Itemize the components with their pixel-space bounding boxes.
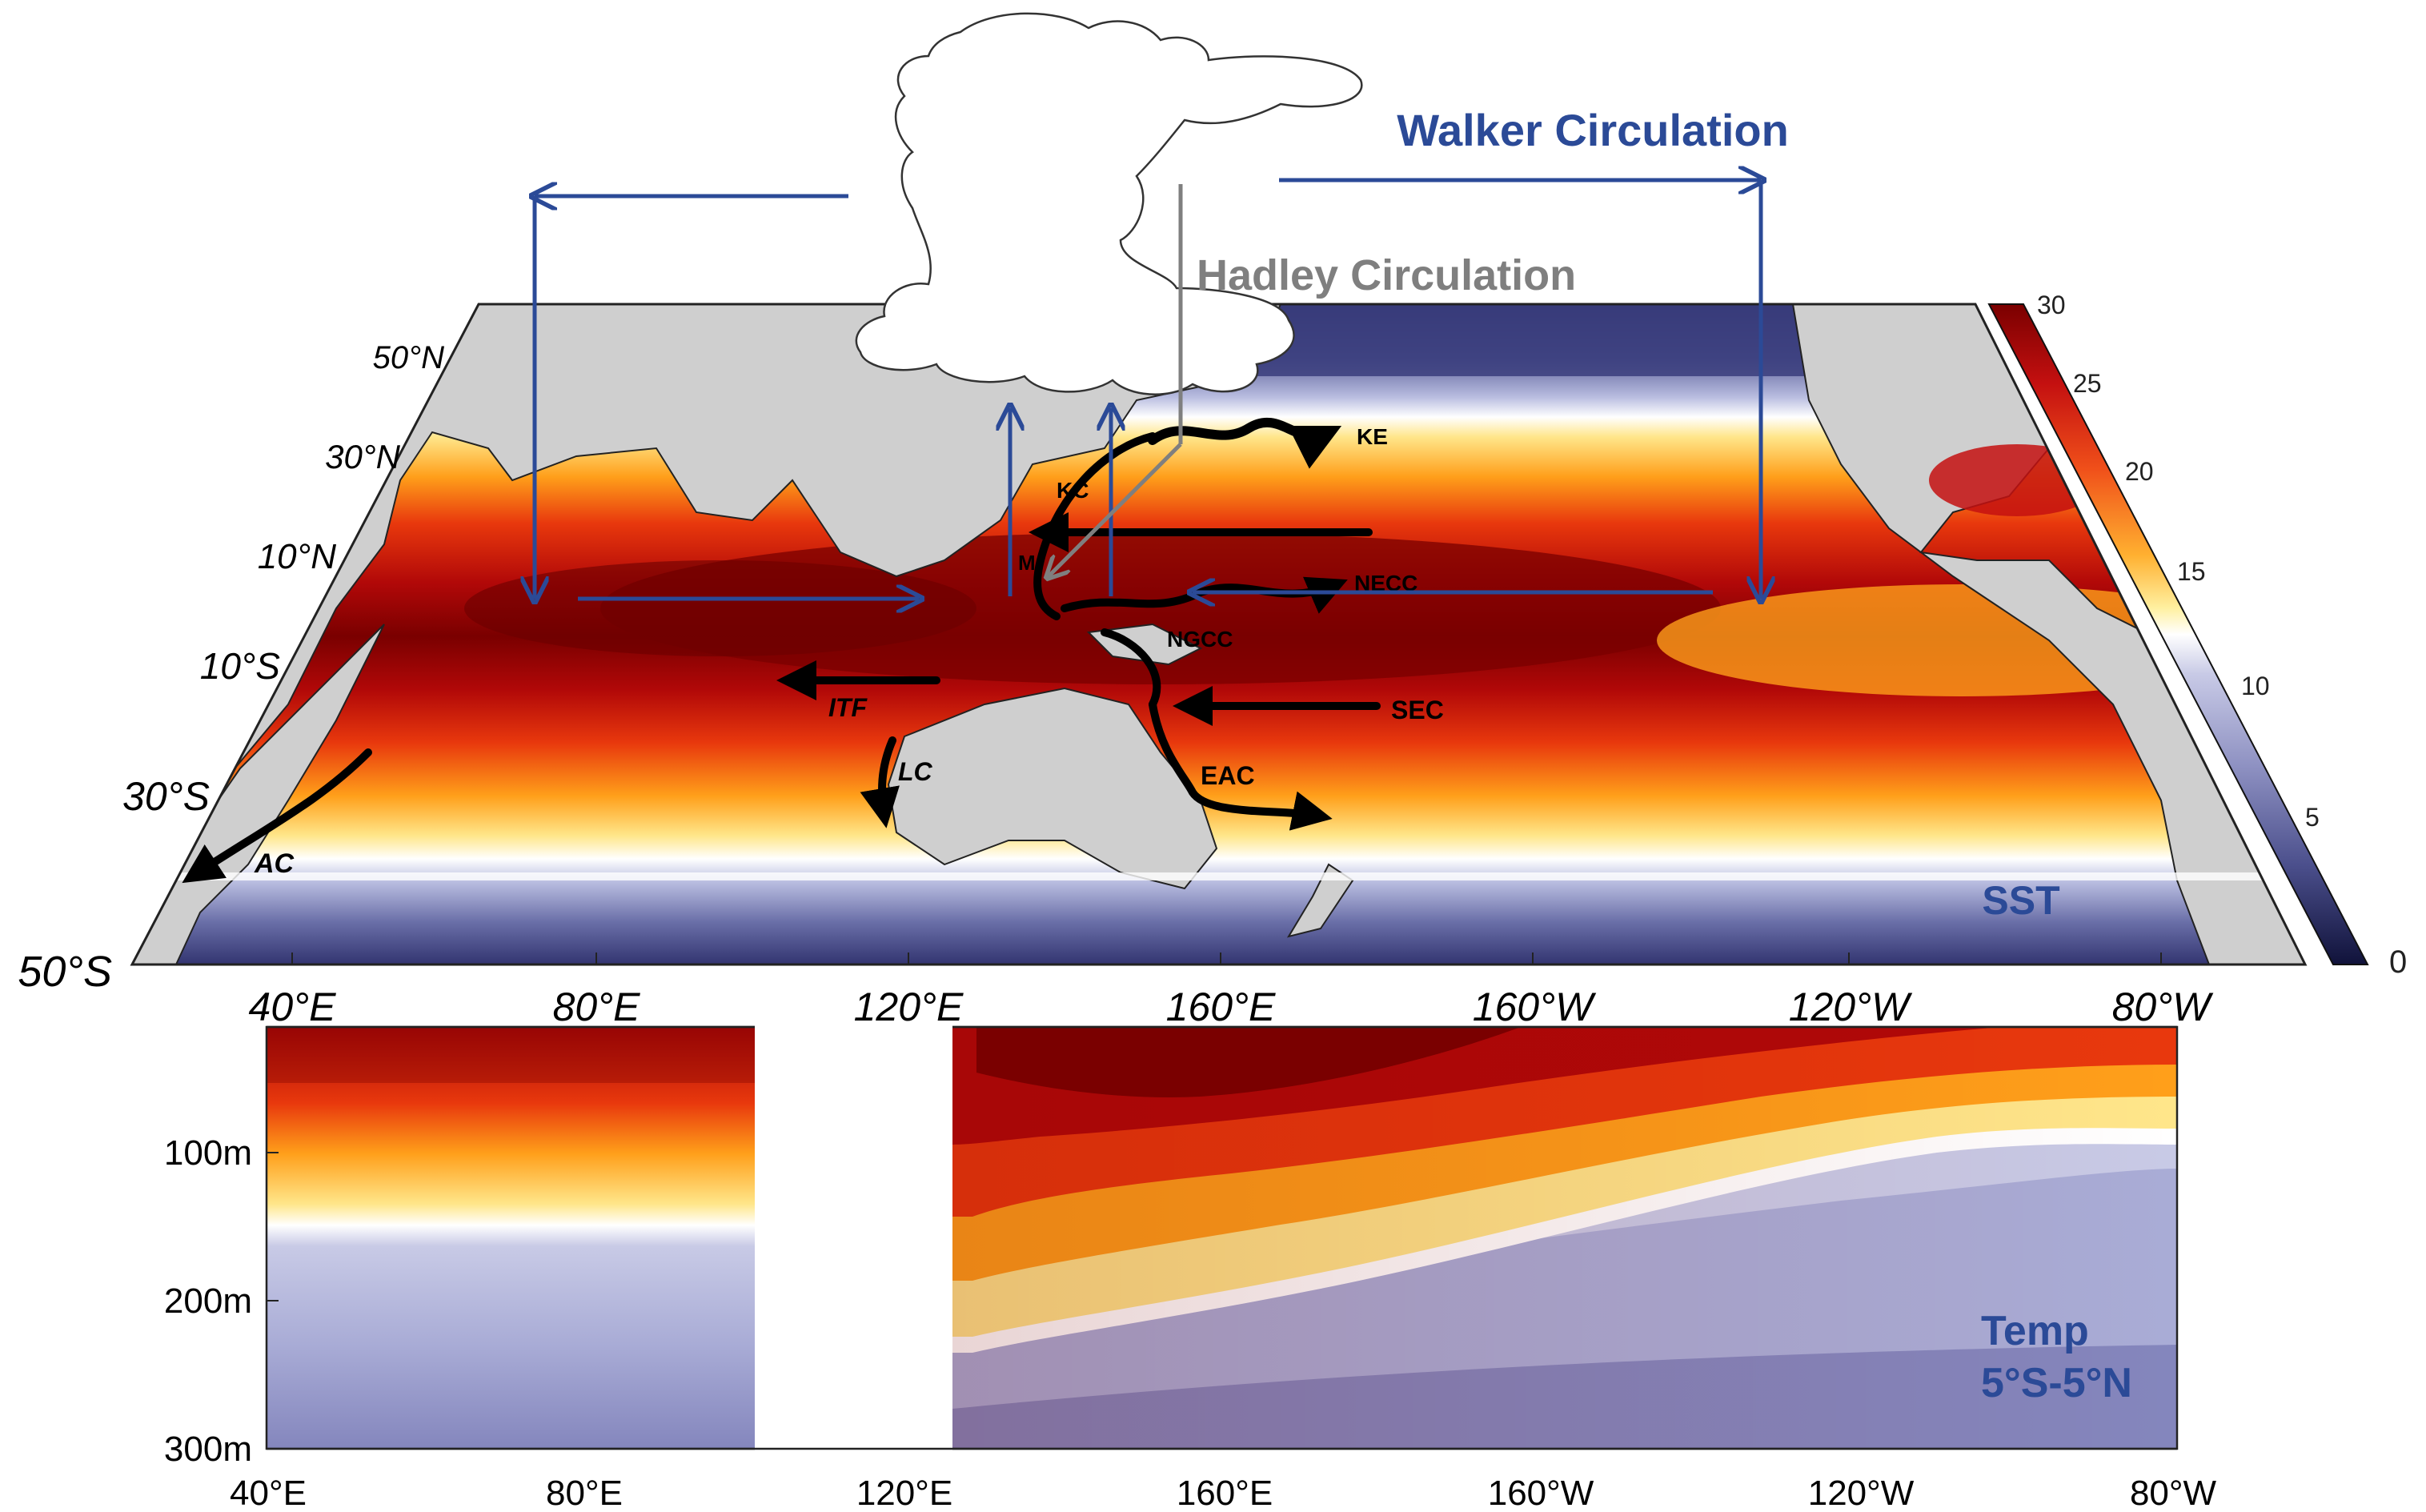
current-ac bbox=[182, 748, 372, 884]
colorbar-tick-30: 30 bbox=[2037, 291, 2066, 319]
map-lon-label-160w: 160°W bbox=[1473, 985, 1597, 1029]
walker-circulation bbox=[535, 180, 1761, 599]
map-lon-label-160e: 160°E bbox=[1166, 985, 1276, 1029]
colorbar-tick-20: 20 bbox=[2125, 457, 2154, 486]
current-label-itf: ITF bbox=[828, 693, 868, 722]
colorbar-tick-25: 25 bbox=[2073, 369, 2102, 398]
sst-map: 50°N 30°N 10°N 10°S 30°S 50°S 40°E 80°E … bbox=[18, 303, 2308, 1029]
current-label-ngcc: NGCC bbox=[1167, 627, 1233, 652]
map-lon-ticks bbox=[291, 953, 2162, 965]
depth-label-100m: 100m bbox=[164, 1133, 252, 1173]
lat-label-50s: 50°S bbox=[18, 948, 112, 996]
section-label-latband: 5°S-5°N bbox=[1981, 1360, 2132, 1406]
lat-label-30n: 30°N bbox=[325, 438, 401, 475]
section-label-temp: Temp bbox=[1981, 1308, 2089, 1354]
current-label-ke: KE bbox=[1357, 424, 1388, 449]
temperature-section: 100m 200m 300m 40°E 80°E 120°E 160°E 160… bbox=[164, 1025, 2217, 1512]
sst-label: SST bbox=[1982, 878, 2059, 923]
current-label-ac: AC bbox=[254, 848, 295, 879]
hadley-circulation-label: Hadley Circulation bbox=[1197, 251, 1576, 299]
convection-cloud-icon bbox=[855, 12, 1363, 395]
indian-warm-pool bbox=[464, 560, 976, 656]
north-pacific-cold bbox=[1249, 304, 1977, 376]
hadley-return-arrow bbox=[1049, 443, 1182, 576]
colorbar: 30 25 20 15 10 5 0 bbox=[1985, 291, 2407, 980]
current-lc bbox=[860, 736, 900, 828]
current-ngcc bbox=[1101, 628, 1161, 708]
current-label-lc: LC bbox=[898, 757, 933, 786]
section-indian-ocean bbox=[267, 1027, 755, 1449]
map-lon-label-120e: 120°E bbox=[854, 985, 964, 1029]
lat-label-10s: 10°S bbox=[200, 645, 281, 687]
map-lon-label-80w: 80°W bbox=[2112, 985, 2215, 1029]
section-land-gap bbox=[755, 1025, 952, 1450]
colorbar-tick-10: 10 bbox=[2241, 672, 2270, 700]
land-australia bbox=[887, 687, 1218, 890]
map-lon-label-120w: 120°W bbox=[1789, 985, 1913, 1029]
lat-label-30s: 30°S bbox=[122, 774, 210, 819]
colorbar-tick-5: 5 bbox=[2305, 803, 2320, 832]
current-label-eac: EAC bbox=[1201, 761, 1255, 790]
map-lon-label-40e: 40°E bbox=[249, 985, 337, 1029]
section-lon-label-120w: 120°W bbox=[1808, 1474, 1915, 1512]
colorbar-tick-0: 0 bbox=[2389, 944, 2407, 980]
lat-label-10n: 10°N bbox=[258, 537, 337, 576]
section-pacific-ocean bbox=[952, 1027, 2177, 1449]
section-lon-label-160w: 160°W bbox=[1488, 1474, 1594, 1512]
current-eac bbox=[1149, 700, 1333, 831]
depth-label-200m: 200m bbox=[164, 1281, 252, 1321]
section-lon-label-40e: 40°E bbox=[230, 1474, 307, 1512]
current-label-m: M bbox=[1018, 551, 1036, 575]
current-label-kc: KC bbox=[1057, 478, 1089, 503]
hadley-circulation bbox=[1049, 184, 1183, 576]
section-lon-label-80w: 80°W bbox=[2130, 1474, 2217, 1512]
map-frame bbox=[130, 303, 2308, 966]
colorbar-tick-15: 15 bbox=[2177, 557, 2206, 586]
colorbar-scale bbox=[1987, 303, 2369, 965]
current-label-sec: SEC bbox=[1391, 696, 1444, 724]
section-lon-label-80e: 80°E bbox=[546, 1474, 623, 1512]
map-lon-label-80e: 80°E bbox=[553, 985, 641, 1029]
section-lon-label-160e: 160°E bbox=[1177, 1474, 1273, 1512]
walker-circulation-label: Walker Circulation bbox=[1397, 105, 1789, 155]
depth-label-300m: 300m bbox=[164, 1430, 252, 1469]
lat-label-50n: 50°N bbox=[373, 340, 444, 375]
section-lon-label-120e: 120°E bbox=[856, 1474, 952, 1512]
